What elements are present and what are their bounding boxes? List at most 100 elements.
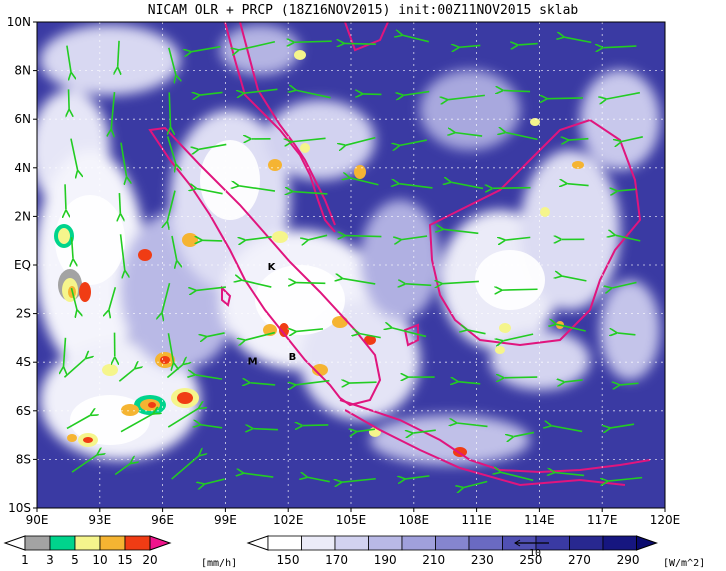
olr-colorbar-swatch [334,535,369,551]
wind-vector [246,236,272,240]
lon-tick-label: 111E [461,513,492,527]
wind-vector [71,455,97,473]
wind-vector [167,408,198,428]
wind-vector [72,237,73,259]
wind-vector [303,425,329,426]
wind-vector [66,45,71,73]
wind-vector [567,184,589,186]
wind-vector [171,235,177,260]
place-label: B [289,352,297,363]
borneo-coastline [428,118,642,347]
wind-vector [69,89,70,109]
lat-tick-label: 8N [14,64,31,78]
wind-vector [120,142,127,177]
map-panel: K M B [36,21,666,509]
wind-vector [557,324,586,332]
wind-vector [346,136,376,146]
precip-colorbar-label: 15 [117,553,132,567]
latitude-tick-labels: 10N 8N 6N 4N 2N EQ 2S 4S 6S 8S 10S [7,15,37,515]
wind-vector [617,333,636,335]
wind-vectors [63,35,643,487]
wind-vector [308,234,328,239]
wind-vector [295,41,332,42]
wind-vector [342,477,376,482]
wind-vector [162,283,171,312]
wind-vector [119,193,120,213]
wind-vector [202,240,223,241]
wind-vector [192,45,221,52]
wind-vector [615,235,641,242]
wind-vector [451,182,484,190]
wind-vector [197,189,223,195]
wind-vector [167,333,173,362]
olr-colorbar-swatch [602,535,637,551]
olr-colorbar-swatch [267,535,302,551]
precip-colorbar-label: 10 [92,553,107,567]
wind-vector [518,44,538,45]
precip-colorbar-label: 20 [142,553,157,567]
precip-colorbar-label: 3 [46,553,54,567]
lon-tick-label: 108E [399,513,430,527]
wind-vector [555,472,585,475]
wind-vector [114,464,130,476]
olr-colorbar-swatch [301,535,336,551]
lon-tick-label: 117E [587,513,618,527]
wind-vector [502,289,538,290]
lon-tick-label: 102E [273,513,304,527]
wind-vector [501,472,534,482]
wind-vector [406,284,432,285]
lon-tick-label: 105E [336,513,367,527]
siberut-island [221,285,232,307]
wind-vector [608,476,643,481]
wind-vector [167,190,176,222]
lat-tick-label: 4N [14,161,31,175]
wind-vector [207,332,225,337]
lat-tick-label: 6S [16,404,31,418]
wind-vector [242,280,272,288]
olr-colorbar-swatch [468,535,503,551]
olr-colorbar-label: 150 [277,553,300,567]
lat-tick-label: 8S [16,452,31,466]
wind-vector [120,414,153,433]
wind-vector [514,431,535,436]
wind-vector [350,178,379,186]
reference-vector-arrowhead [514,539,521,547]
wind-vector [458,382,481,384]
place-label: M [248,357,258,368]
lat-tick-label: 10N [7,15,31,29]
wind-vector [195,375,223,380]
lon-tick-label: 99E [214,513,237,527]
longitude-tick-labels: 90E 93E 96E 99E 102E 105E 108E 111E 114E 117E 120E [26,508,681,527]
wind-vector [622,136,643,142]
wind-vector [250,383,276,385]
wind-vector [65,184,66,210]
wind-vector [444,229,479,235]
wind-vector [308,477,330,483]
lon-tick-label: 120E [650,513,681,527]
wind-vector [506,237,531,240]
lat-tick-label: 2S [16,307,31,321]
precip-colorbar-swatch [74,535,101,551]
wind-vector [111,92,116,129]
wind-vector [562,276,587,282]
wind-vector [109,287,117,310]
wind-vector [168,47,176,75]
precip-unit-label: [mm/h] [201,558,237,569]
wind-vector [503,90,531,91]
wind-vector [464,480,488,487]
wind-vector [70,138,78,170]
olr-colorbar-label: 250 [519,553,542,567]
wind-vector [349,382,377,383]
wind-vector [610,423,635,428]
lat-tick-label: 6N [14,112,31,126]
wind-vector [296,379,330,385]
wind-vector [442,281,479,283]
lat-tick-label: 10S [8,501,31,515]
olr-colorbar-swatch [435,535,470,551]
wind-vector [196,286,226,290]
map-title: NICAM OLR + PRCP (18Z16NOV2015) init:00Z… [148,3,579,18]
precip-colorbar-label: 5 [71,553,79,567]
wind-vector [253,429,278,430]
precip-colorbar-swatch [99,535,126,551]
precip-colorbar-swatch [49,535,76,551]
